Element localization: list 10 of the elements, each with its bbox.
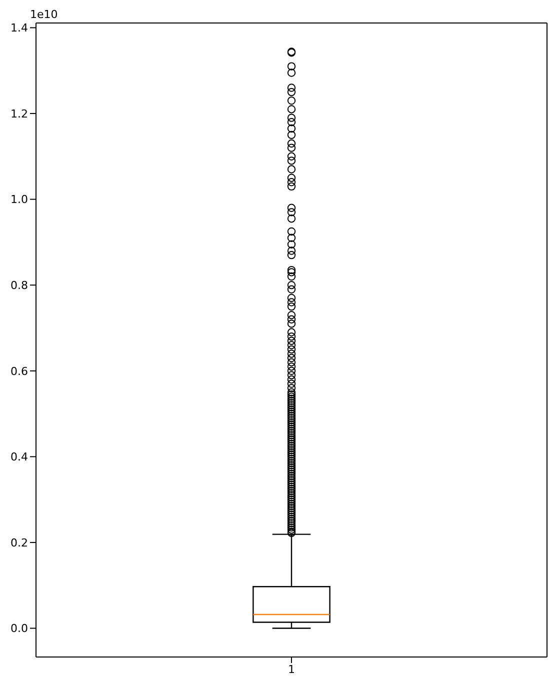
y-tick-label: 0.6 [10, 364, 28, 378]
y-tick-label: 1.0 [10, 193, 28, 206]
y-tick-label: 1.2 [10, 107, 28, 120]
text: 1e10 [30, 8, 58, 21]
y-tick-label: 0.2 [10, 536, 28, 550]
y-tick-label: 0.0 [10, 622, 28, 636]
y-tick-label: 1.4 [10, 22, 28, 35]
x-tick-label: 1 [288, 662, 295, 676]
y-tick-label: 0.8 [10, 279, 28, 292]
y-tick-label: 0.4 [10, 450, 28, 464]
